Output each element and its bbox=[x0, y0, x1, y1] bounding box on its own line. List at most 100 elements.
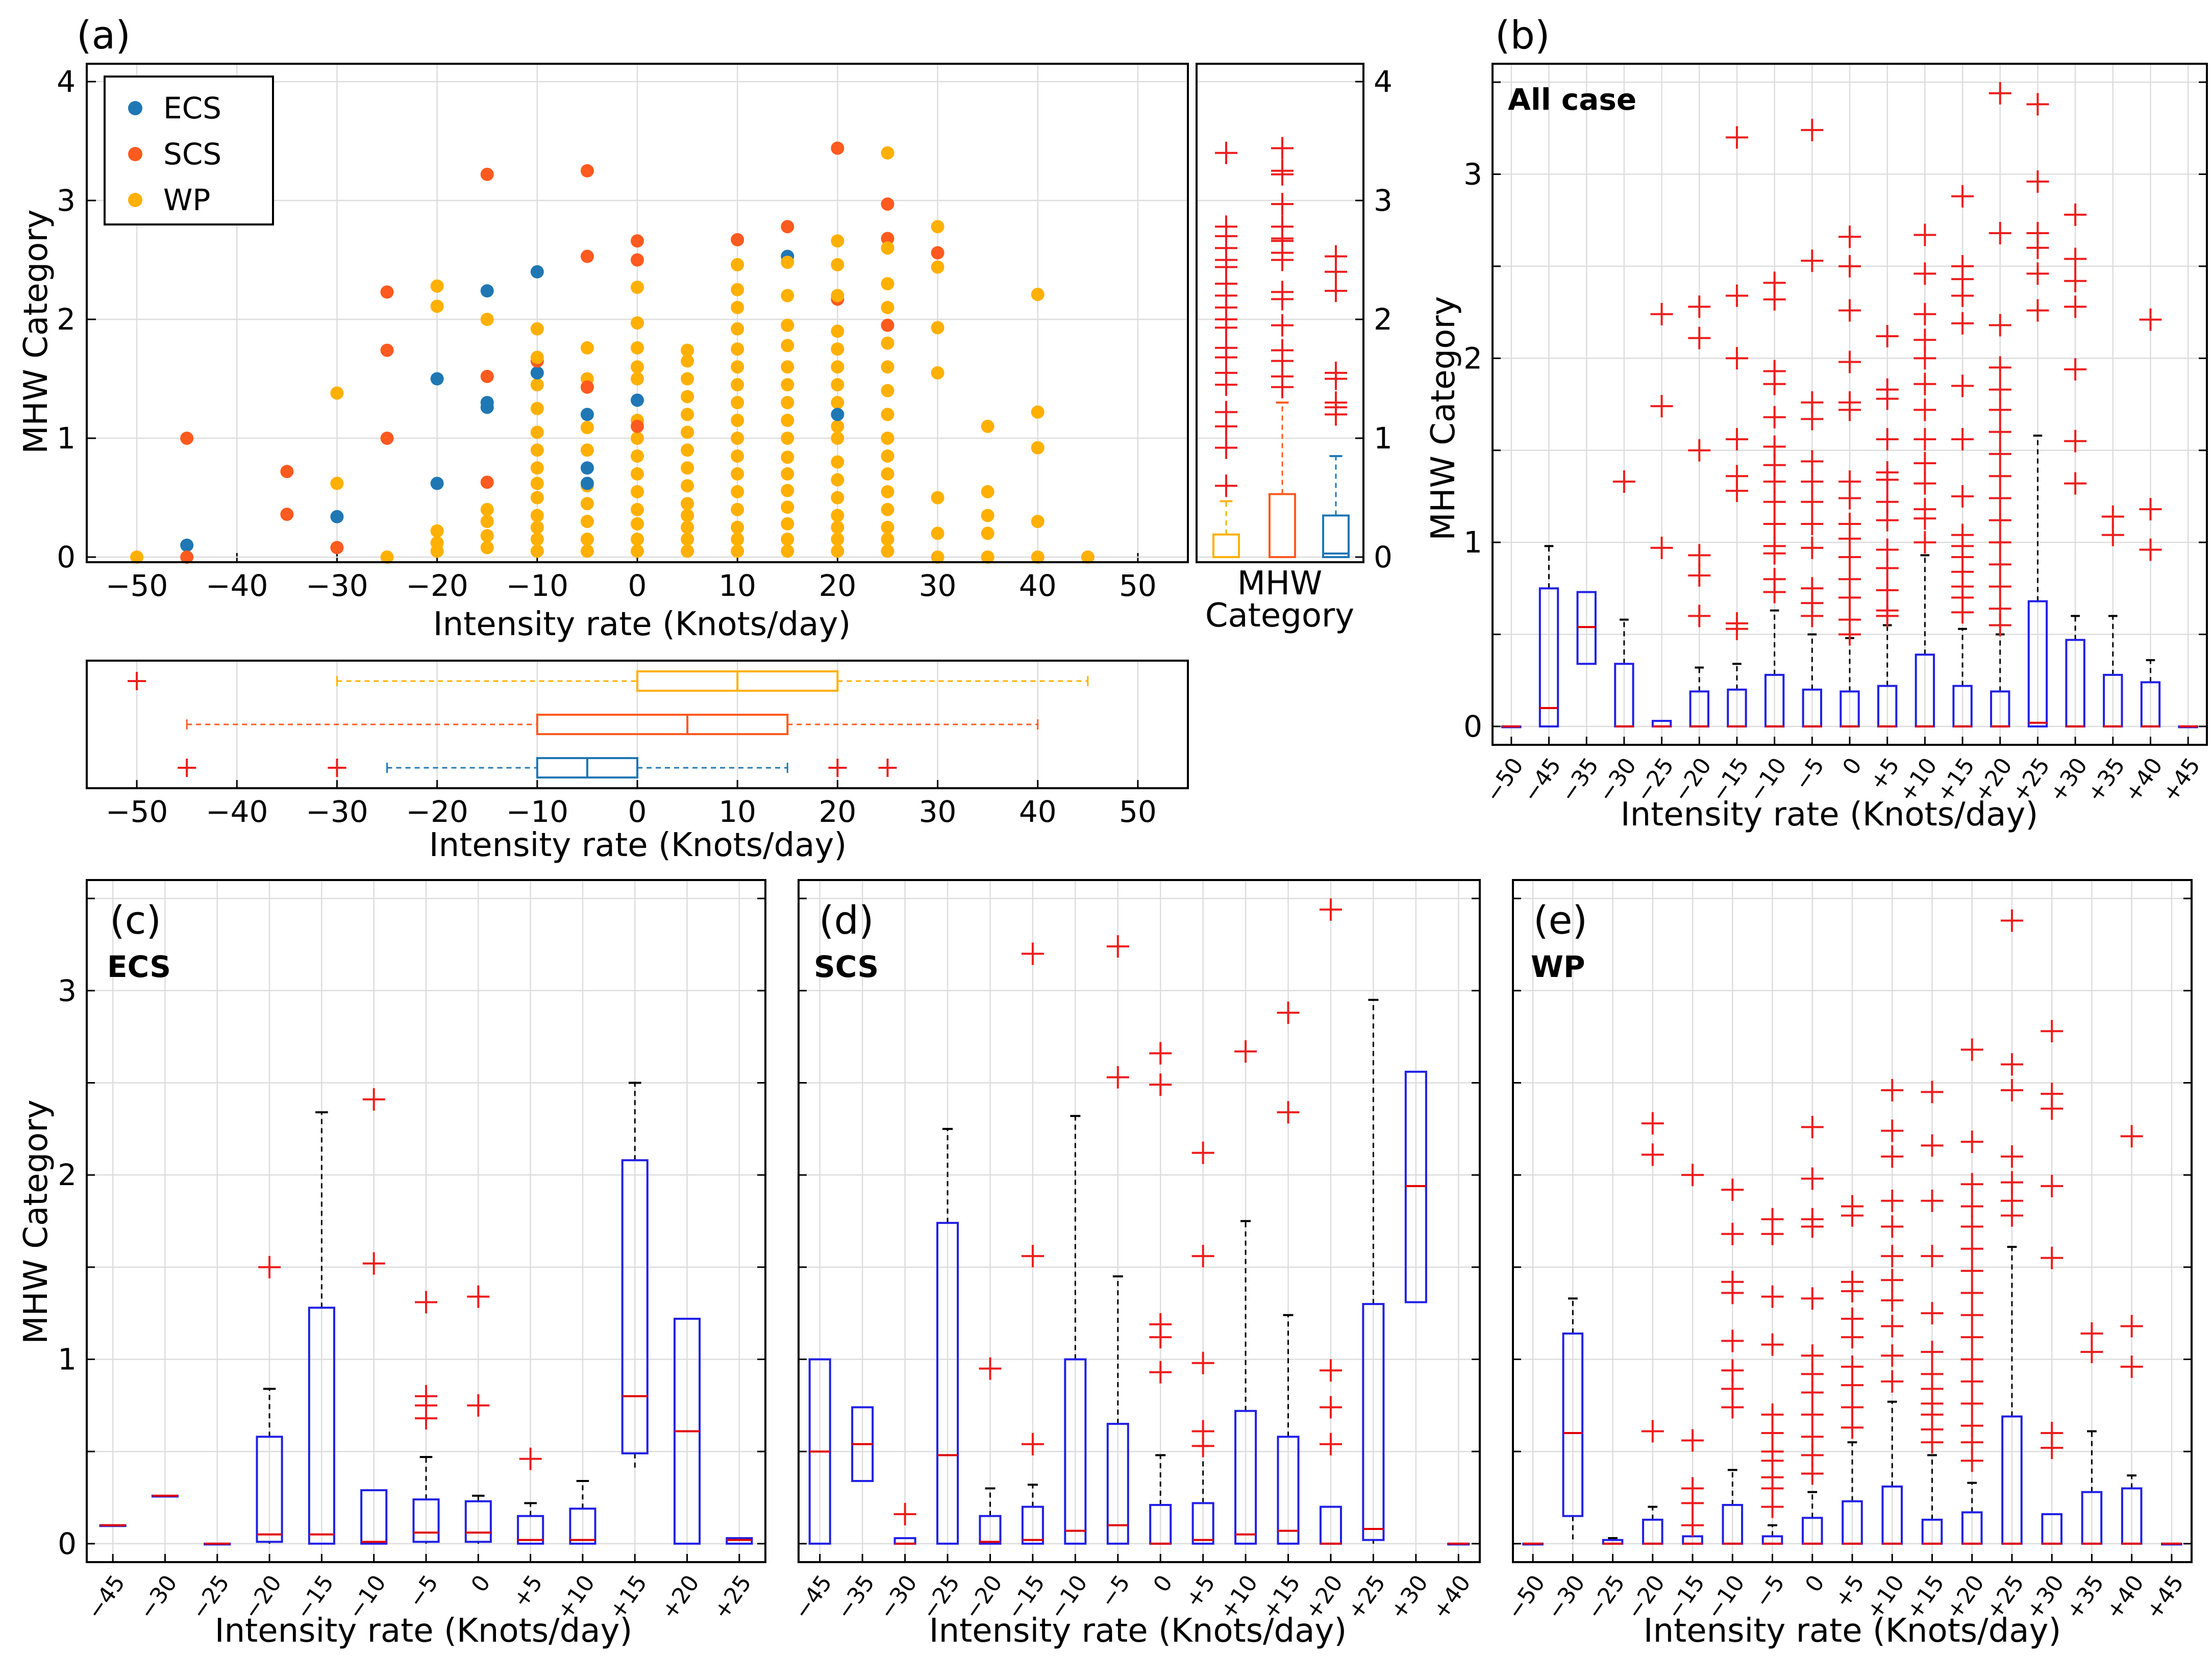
x-tick-label: −30 bbox=[306, 568, 368, 603]
box-13-outlier bbox=[1989, 420, 2011, 443]
box-9-outlier bbox=[1881, 1189, 1904, 1212]
box-14-outlier bbox=[2026, 299, 2049, 322]
x-tick-label: +40 bbox=[2101, 1570, 2149, 1624]
wp-point bbox=[731, 414, 744, 428]
box-8-outlier bbox=[1801, 605, 1824, 627]
box-12-outlier bbox=[2000, 1053, 2023, 1076]
scs-point bbox=[380, 343, 394, 357]
box-11-outlier bbox=[1913, 472, 1936, 495]
wp-point bbox=[831, 544, 844, 558]
wp-point bbox=[430, 279, 444, 293]
box-9-outlier bbox=[1881, 1315, 1904, 1338]
side-box-wp-outlier bbox=[1215, 141, 1237, 164]
wp-point bbox=[1031, 441, 1045, 455]
bottom-x-tick-label: −50 bbox=[106, 794, 168, 829]
box-7-outlier bbox=[1763, 288, 1786, 311]
box-7-outlier bbox=[467, 1394, 490, 1417]
wp-point bbox=[731, 485, 744, 498]
wp-point bbox=[881, 503, 894, 516]
box-15-outlier bbox=[2120, 1315, 2143, 1338]
box-15-outlier bbox=[2064, 203, 2087, 226]
bottom-x-tick-label: 50 bbox=[1119, 794, 1157, 829]
wp-point bbox=[731, 360, 744, 374]
box-6-outlier bbox=[1725, 126, 1748, 149]
x-tick-label: −30 bbox=[134, 1570, 183, 1624]
wp-point bbox=[731, 533, 744, 546]
box-7-outlier bbox=[467, 1285, 490, 1308]
box-9-outlier bbox=[1838, 545, 1861, 568]
box-6-outlier bbox=[1761, 1495, 1784, 1518]
scs-point bbox=[931, 246, 945, 260]
x-tick-label: −45 bbox=[789, 1570, 837, 1624]
box-9-outlier bbox=[1881, 1145, 1904, 1168]
wp-point bbox=[881, 432, 894, 445]
wp-point bbox=[530, 544, 544, 558]
wp-point bbox=[330, 386, 344, 400]
box-9-outlier bbox=[1838, 487, 1861, 510]
x-tick-label: −45 bbox=[1518, 753, 1567, 807]
y-tick-label: 3 bbox=[1463, 157, 1482, 191]
box-10-box bbox=[621, 1159, 649, 1454]
box-11-outlier bbox=[1960, 1370, 1983, 1393]
wp-point bbox=[530, 350, 544, 364]
x-tick-label: −5 bbox=[403, 1570, 443, 1612]
box-5-outlier bbox=[1688, 544, 1711, 567]
box-9-outlier bbox=[1881, 1078, 1904, 1101]
box-4-outlier bbox=[1650, 395, 1673, 418]
side-box-wp-outlier bbox=[1215, 436, 1237, 459]
panel-d-label: (d) bbox=[819, 897, 874, 943]
wp-point bbox=[731, 300, 744, 314]
side-box-wp-outlier bbox=[1215, 316, 1237, 339]
wp-point bbox=[480, 529, 494, 543]
box-10-outlier bbox=[1876, 468, 1899, 491]
box-11-outlier bbox=[1913, 507, 1936, 530]
bottom-x-tick-label: 30 bbox=[919, 794, 957, 829]
box-11-outlier bbox=[1913, 428, 1936, 451]
wp-point bbox=[781, 533, 794, 546]
box-5-outlier bbox=[1021, 1433, 1044, 1455]
wp-point bbox=[1031, 550, 1045, 564]
side-plot-frame bbox=[1196, 63, 1364, 563]
box-5-box bbox=[360, 1489, 388, 1545]
wp-point bbox=[931, 526, 945, 540]
x-tick-label: 40 bbox=[1019, 568, 1057, 603]
box-10-outlier bbox=[1876, 325, 1899, 347]
ecs-point bbox=[430, 476, 444, 490]
panel-e-boxplot: −50−30−25−20−15−10 −5 0 +5+10+15+20+25+30+3… bbox=[1502, 879, 2193, 1624]
box-8-outlier bbox=[519, 1447, 542, 1470]
wp-point bbox=[881, 384, 894, 397]
box-13-outlier bbox=[1989, 398, 2011, 421]
x-tick-label: 10 bbox=[718, 568, 756, 603]
box-11-outlier bbox=[1913, 303, 1936, 325]
wp-point bbox=[831, 342, 844, 356]
x-tick-label: −40 bbox=[206, 568, 268, 603]
wp-point bbox=[781, 467, 794, 481]
y-tick-label: 0 bbox=[58, 1526, 77, 1561]
box-10-outlier bbox=[1921, 1134, 1944, 1157]
wp-point bbox=[731, 396, 744, 410]
panel-b-boxplot: −50−45−35−30−25−20−15−10−5 0+5+10+15+20+2… bbox=[1463, 63, 2208, 807]
side-box-scs-outlier bbox=[1271, 248, 1294, 271]
wp-point bbox=[781, 484, 794, 497]
scs-point bbox=[480, 475, 494, 489]
bottom-outlier bbox=[828, 759, 847, 777]
x-tick-label: +35 bbox=[2060, 1570, 2109, 1624]
panel-b-title: All case bbox=[1508, 82, 1636, 117]
x-tick-label: −35 bbox=[831, 1570, 880, 1624]
y-tick-label: 4 bbox=[57, 64, 76, 99]
legend-marker-wp bbox=[128, 193, 142, 207]
box-6-box bbox=[1064, 1358, 1087, 1545]
box-11-outlier bbox=[1960, 1173, 1983, 1196]
wp-point bbox=[881, 300, 894, 314]
x-tick-label: 0 bbox=[628, 568, 647, 603]
plot-frame bbox=[86, 63, 1189, 563]
box-8-outlier bbox=[1149, 1042, 1172, 1065]
wp-point bbox=[530, 425, 544, 439]
box-11-outlier bbox=[1913, 531, 1936, 554]
box-15-outlier bbox=[2064, 247, 2087, 270]
panel-a-label: (a) bbox=[77, 12, 131, 58]
x-tick-label: +30 bbox=[2044, 753, 2093, 807]
wp-point bbox=[731, 258, 744, 271]
wp-point bbox=[631, 281, 644, 294]
